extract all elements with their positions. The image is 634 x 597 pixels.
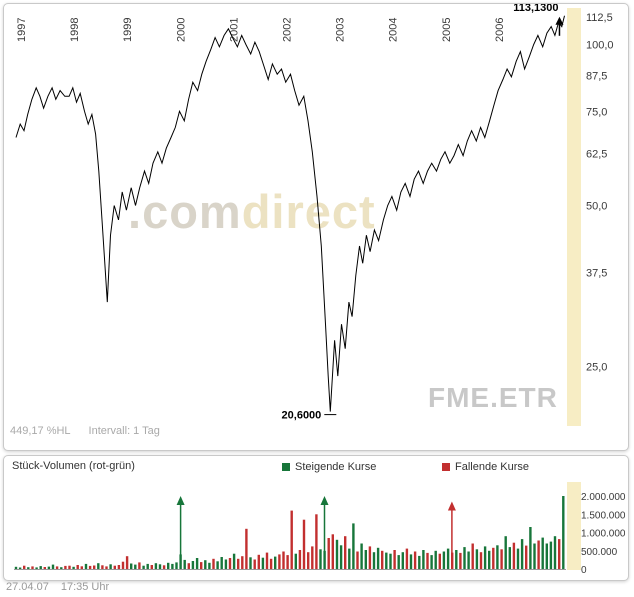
svg-text:113,1300: 113,1300 [513,4,558,14]
svg-text:100,0: 100,0 [586,40,614,52]
rising-legend-label: Steigende Kurse [295,461,377,473]
volume-title: Stück-Volumen (rot-grün) [12,460,135,472]
status-time: 17:35 Uhr [60,581,110,593]
svg-text:1997: 1997 [16,18,28,42]
rising-color-swatch [282,463,290,471]
svg-text:50,0: 50,0 [586,201,607,213]
svg-text:2004: 2004 [388,18,400,42]
price-chart-panel: .comdirect FME.ETR 1997 1998 1999 2000 2001 2… [3,3,629,451]
instrument-symbol-watermark: FME.ETR [428,382,558,413]
svg-text:1.000.000: 1.000.000 [581,529,626,540]
comdirect-watermark: .comdirect [128,184,376,239]
svg-text:2.000.000: 2.000.000 [581,492,626,503]
svg-text:112,5: 112,5 [586,12,613,24]
svg-text:37,5: 37,5 [586,267,607,279]
svg-text:25,0: 25,0 [586,362,607,374]
status-date: 27.04.07 [6,581,49,593]
comdirect-watermark-direct: direct [241,185,376,238]
svg-text:2001: 2001 [228,18,240,42]
svg-text:2000: 2000 [175,18,187,42]
volume-chart-panel: Stück-Volumen (rot-grün) Steigende Kurse… [3,455,629,581]
legend-falling-prices: Fallende Kurse [442,461,529,473]
svg-text:87,5: 87,5 [586,71,607,83]
svg-text:1.500.000: 1.500.000 [581,510,626,521]
falling-color-swatch [442,463,450,471]
svg-text:2006: 2006 [494,18,506,42]
svg-text:1998: 1998 [69,18,81,42]
svg-text:2005: 2005 [441,18,453,42]
svg-text:500.000: 500.000 [581,547,618,558]
chart-footnote: 449,17 %HL Intervall: 1 Tag [10,425,160,437]
interval-label: Intervall: 1 Tag [88,425,160,437]
svg-text:2003: 2003 [335,18,347,42]
legend-rising-prices: Steigende Kurse [282,461,376,473]
percent-hl-label: 449,17 %HL [10,425,71,437]
svg-text:1999: 1999 [122,18,134,42]
svg-text:2002: 2002 [281,18,293,42]
volume-chart[interactable]: 2.000.000 1.500.000 1.000.000 500.000 0 [4,456,628,578]
falling-legend-label: Fallende Kurse [455,461,529,473]
svg-text:75,0: 75,0 [586,106,607,118]
comdirect-watermark-dot: . [128,185,143,238]
comdirect-watermark-com: com [142,185,242,238]
status-bar: 27.04.07 17:35 Uhr [6,581,109,593]
price-chart[interactable]: 1997 1998 1999 2000 2001 2002 2003 2004 2005 2006… [4,4,628,448]
svg-text:20,6000: 20,6000 [282,410,322,422]
svg-text:0: 0 [581,565,587,576]
svg-text:62,5: 62,5 [586,149,607,161]
